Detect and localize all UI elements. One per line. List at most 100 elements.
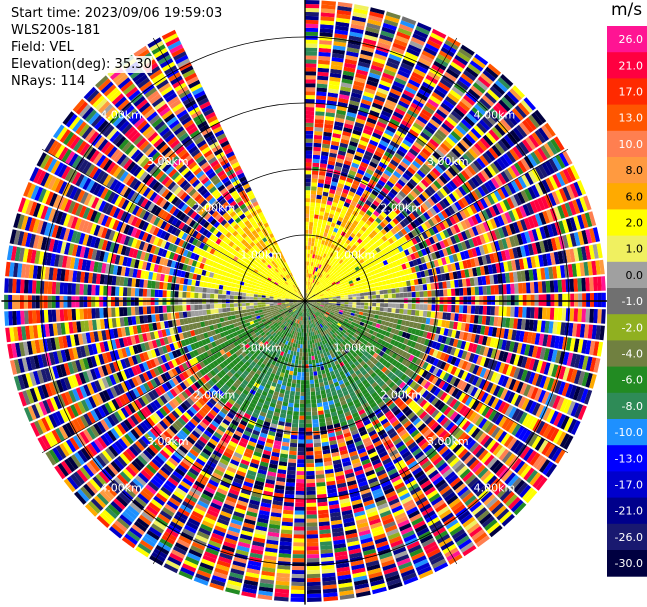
ppi-gate <box>428 374 436 383</box>
ppi-gate <box>331 136 341 143</box>
ppi-gate <box>566 352 574 367</box>
ppi-gate <box>386 258 392 264</box>
ppi-gate <box>357 186 365 193</box>
ppi-gate <box>386 61 399 70</box>
ppi-gate <box>372 200 380 207</box>
ppi-gate <box>306 293 309 298</box>
ppi-gate <box>352 179 360 186</box>
ppi-gate <box>401 58 415 68</box>
ppi-gate <box>339 212 345 219</box>
ppi-gate <box>430 311 436 318</box>
ppi-gate <box>341 167 350 174</box>
ppi-gate <box>305 19 319 25</box>
ppi-gate <box>381 187 390 195</box>
ppi-gate <box>524 370 532 383</box>
ppi-gate <box>488 206 497 217</box>
ppi-gate <box>430 195 439 204</box>
ppi-gate <box>329 285 334 289</box>
ppi-gate <box>326 221 332 226</box>
ppi-gate <box>470 85 483 97</box>
ppi-gate <box>324 296 329 299</box>
ppi-gate <box>426 311 432 318</box>
ppi-gate <box>449 225 457 235</box>
ppi-gate <box>308 277 310 282</box>
ppi-gate <box>467 342 474 352</box>
ppi-gate <box>322 143 330 149</box>
ppi-gate <box>421 248 428 256</box>
ppi-gate <box>518 295 523 306</box>
ppi-gate <box>445 195 454 205</box>
ppi-gate <box>358 272 363 277</box>
ppi-gate <box>291 573 305 579</box>
ppi-gate <box>444 169 454 180</box>
ppi-gate <box>352 293 357 297</box>
ppi-gate <box>376 294 381 299</box>
ppi-gate <box>516 233 524 246</box>
ppi-gate <box>356 280 362 285</box>
ppi-gate <box>509 366 517 378</box>
ppi-gate <box>472 82 486 94</box>
ppi-gate <box>411 364 419 372</box>
ppi-gate <box>547 348 554 362</box>
ppi-gate <box>294 522 305 527</box>
ppi-gate <box>552 321 558 335</box>
ppi-gate <box>402 172 411 181</box>
ppi-gate <box>334 194 341 200</box>
ppi-gate <box>524 319 530 331</box>
ppi-gate <box>337 203 344 209</box>
ppi-gate <box>417 115 428 125</box>
ppi-gate <box>433 112 445 122</box>
ppi-gate <box>399 325 405 331</box>
ppi-gate <box>311 355 315 360</box>
ppi-gate <box>431 115 443 126</box>
ppi-gate <box>300 399 305 404</box>
ppi-gate <box>597 276 602 291</box>
ppi-gate <box>329 313 334 317</box>
ppi-gate <box>347 307 353 310</box>
ppi-gate <box>365 186 373 193</box>
ppi-gate <box>325 311 330 315</box>
ppi-gate <box>342 285 347 289</box>
ppi-gate <box>324 304 329 307</box>
ppi-gate <box>430 283 436 290</box>
ppi-gate <box>332 275 337 280</box>
ppi-gate <box>375 323 381 329</box>
ppi-gate <box>315 466 324 471</box>
ppi-gate <box>397 179 406 187</box>
ppi-gate <box>512 342 519 353</box>
ppi-gate <box>439 361 447 370</box>
ppi-gate <box>460 340 467 350</box>
ppi-gate <box>309 277 312 282</box>
ppi-gate <box>383 325 389 331</box>
ppi-gate <box>578 293 583 307</box>
ppi-gate <box>305 285 307 290</box>
ppi-gate <box>356 302 361 306</box>
ppi-gate <box>442 219 450 229</box>
ppi-gate <box>565 218 574 233</box>
ppi-gate <box>344 265 350 271</box>
ppi-gate <box>404 274 410 281</box>
ppi-gate <box>466 206 474 216</box>
ppi-gate <box>309 286 312 291</box>
ppi-gate <box>452 253 459 262</box>
ppi-gate <box>329 76 341 82</box>
ppi-gate <box>316 263 320 268</box>
ppi-gate <box>354 252 360 258</box>
ppi-gate <box>364 87 376 95</box>
ppi-gate <box>482 305 488 315</box>
ppi-gate <box>305 360 309 365</box>
ppi-gate <box>448 64 462 76</box>
ppi-gate <box>498 306 503 316</box>
ppi-gate <box>393 254 399 261</box>
ppi-gate <box>476 122 488 134</box>
ppi-gate <box>363 154 372 161</box>
ppi-gate <box>358 311 364 316</box>
ppi-gate <box>410 285 416 292</box>
ppi-gate <box>317 370 322 376</box>
ppi-gate <box>385 194 393 202</box>
ppi-gate <box>500 118 512 131</box>
ppi-gate <box>313 375 318 380</box>
ppi-gate <box>479 234 486 245</box>
ppi-gate <box>375 217 382 224</box>
ppi-gate <box>315 305 320 309</box>
